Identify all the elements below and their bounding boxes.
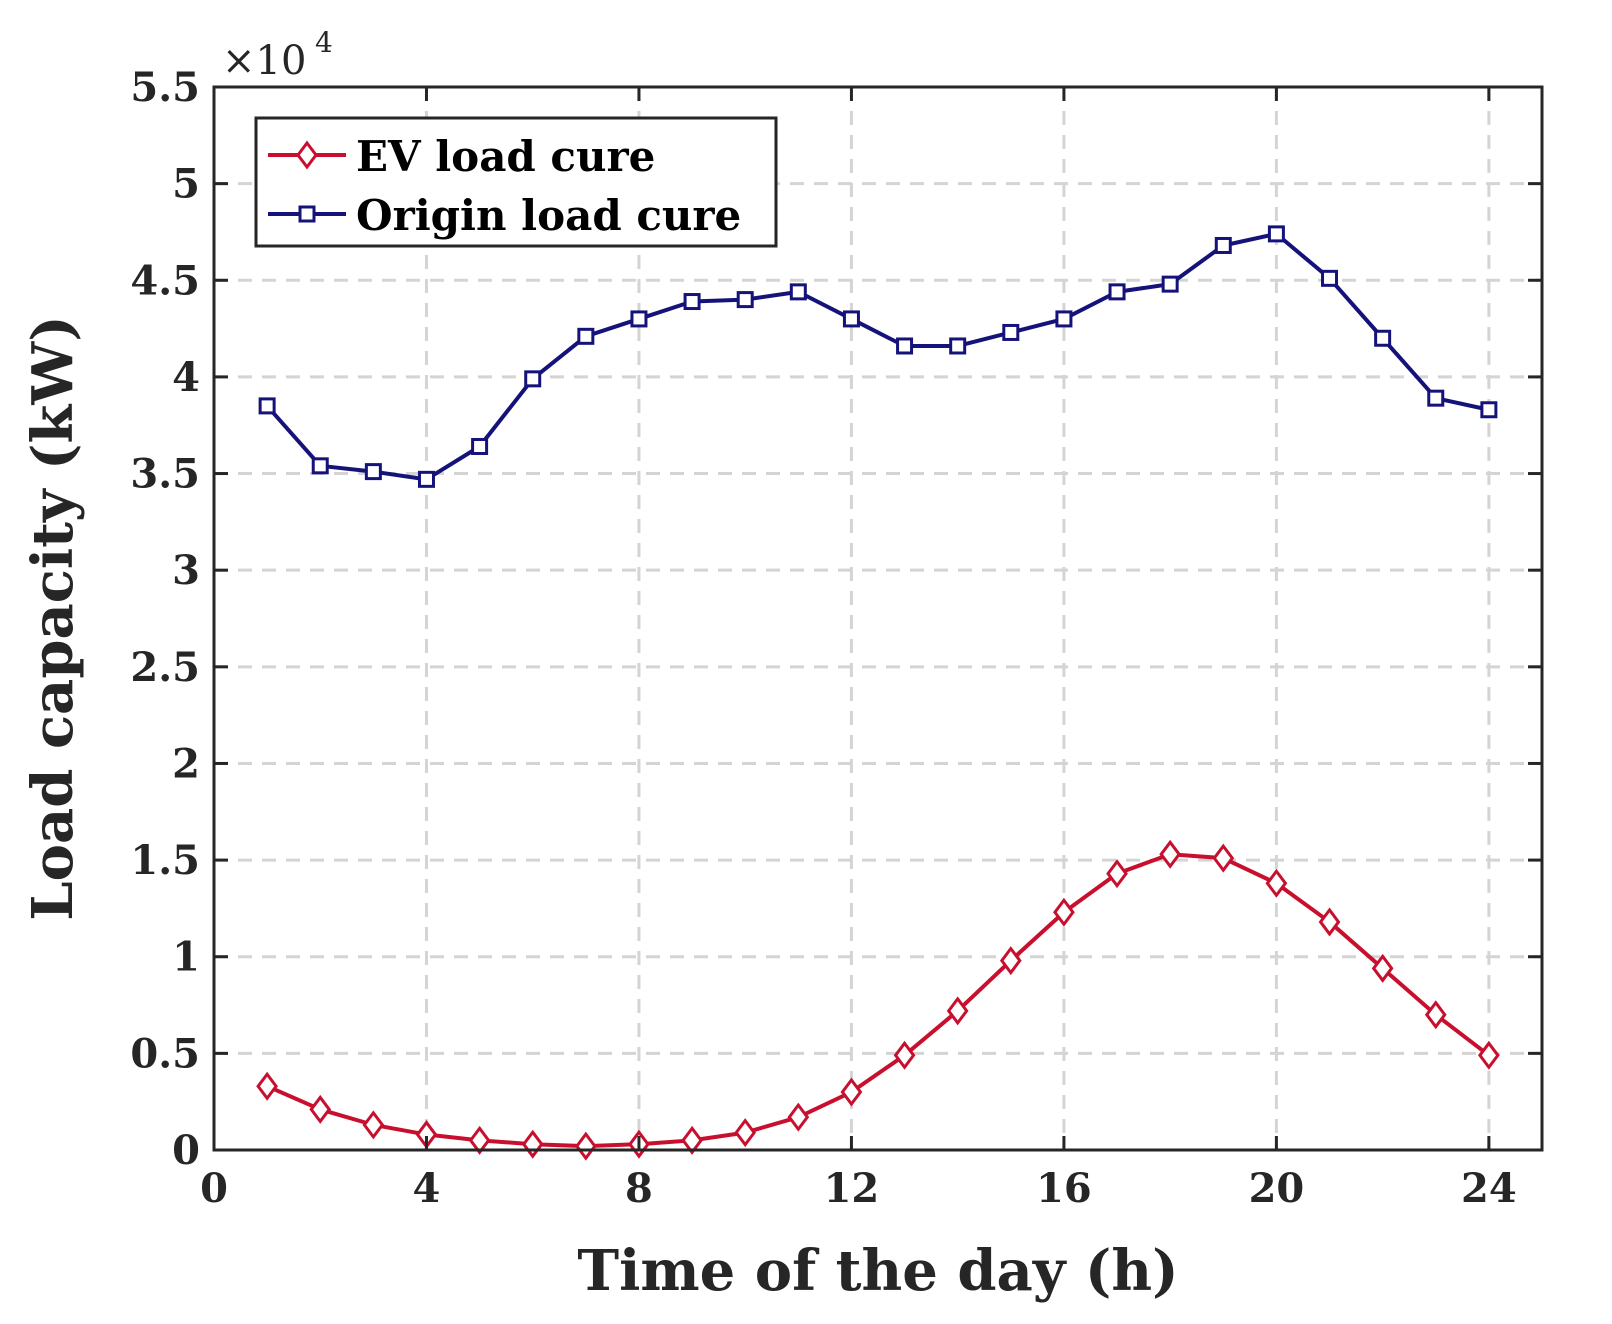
series-layer bbox=[256, 225, 1500, 1161]
y-tick-label: 5 bbox=[172, 161, 200, 208]
data-point bbox=[896, 337, 914, 355]
y-tick-label: 0.5 bbox=[130, 1030, 200, 1077]
x-tick-label: 16 bbox=[1036, 1165, 1092, 1212]
y-tick-label: 4.5 bbox=[130, 257, 200, 304]
x-tick-label: 8 bbox=[625, 1165, 653, 1212]
data-point bbox=[1053, 897, 1075, 927]
data-point bbox=[1212, 843, 1235, 873]
data-point bbox=[1108, 283, 1126, 301]
data-point bbox=[999, 946, 1022, 976]
legend-label-origin: Origin load cure bbox=[356, 191, 741, 240]
data-point bbox=[1371, 953, 1394, 983]
series-ev-load bbox=[256, 839, 1500, 1161]
data-point bbox=[1318, 907, 1341, 937]
y-tick-label: 1 bbox=[172, 934, 200, 981]
y-exponent-power: 4 bbox=[315, 26, 333, 59]
x-axis-title: Time of the day (h) bbox=[577, 1238, 1178, 1304]
data-point bbox=[574, 1131, 597, 1161]
x-tick-label: 20 bbox=[1249, 1165, 1305, 1212]
data-point bbox=[630, 310, 648, 328]
x-tick-label: 24 bbox=[1461, 1165, 1517, 1212]
data-point bbox=[1424, 1000, 1447, 1030]
data-point bbox=[1321, 269, 1339, 287]
legend-box bbox=[254, 116, 778, 248]
y-tick-label: 2.5 bbox=[130, 644, 200, 691]
plot-area bbox=[214, 87, 1542, 1150]
data-point bbox=[1161, 275, 1179, 293]
y-exponent-label: ×10 4 bbox=[222, 26, 333, 84]
x-tick-label: 12 bbox=[824, 1165, 880, 1212]
data-point bbox=[364, 463, 382, 481]
data-point bbox=[949, 337, 967, 355]
data-point bbox=[787, 1102, 810, 1132]
y-tick-label: 5.5 bbox=[130, 64, 200, 111]
data-point bbox=[734, 1118, 757, 1148]
data-point bbox=[1002, 323, 1020, 341]
data-point bbox=[840, 1077, 863, 1107]
y-tick-label: 4 bbox=[172, 354, 200, 401]
x-tick-label: 4 bbox=[413, 1165, 441, 1212]
y-exponent-base: ×10 bbox=[222, 38, 306, 84]
data-point bbox=[1478, 1040, 1500, 1070]
data-point bbox=[256, 1071, 278, 1101]
data-point bbox=[736, 291, 754, 309]
data-point bbox=[309, 1094, 332, 1124]
data-point bbox=[1427, 389, 1445, 407]
y-tick-label: 3 bbox=[172, 547, 200, 594]
data-point bbox=[1374, 329, 1392, 347]
legend: EV load cure Origin load cure bbox=[254, 116, 778, 248]
legend-diamond-icon bbox=[296, 140, 318, 170]
data-point bbox=[1267, 225, 1285, 243]
data-point bbox=[577, 327, 595, 345]
data-point bbox=[1055, 310, 1073, 328]
data-point bbox=[311, 457, 329, 475]
data-point bbox=[683, 293, 701, 311]
data-point bbox=[1106, 859, 1128, 889]
x-tick-label: 0 bbox=[200, 1165, 228, 1212]
data-point bbox=[1480, 401, 1498, 419]
data-point bbox=[524, 370, 542, 388]
legend-marker-origin bbox=[298, 205, 316, 223]
data-point bbox=[789, 283, 807, 301]
data-point bbox=[417, 470, 435, 488]
data-point bbox=[842, 310, 860, 328]
data-point bbox=[362, 1110, 385, 1140]
y-tick-label: 1.5 bbox=[130, 837, 200, 884]
legend-label-ev: EV load cure bbox=[356, 132, 655, 181]
legend-marker-ev bbox=[296, 140, 318, 170]
series-origin-load bbox=[258, 225, 1498, 488]
data-point bbox=[681, 1125, 703, 1155]
data-point bbox=[258, 397, 276, 415]
y-tick-label: 0 bbox=[172, 1127, 200, 1174]
data-point bbox=[1265, 868, 1288, 898]
axes-box bbox=[212, 85, 1544, 1152]
y-tick-label: 2 bbox=[172, 740, 200, 787]
data-point bbox=[893, 1040, 916, 1070]
tick-labels: 0 4 8 12 16 20 24 0 0.5 1 1.5 2 2.5 3 3.5 4 4.5 5 5.5 bbox=[130, 64, 1516, 1212]
data-point bbox=[946, 996, 969, 1026]
series-line bbox=[265, 231, 1490, 482]
y-tick-label: 3.5 bbox=[130, 451, 200, 498]
data-point bbox=[1214, 236, 1232, 254]
y-axis-title: Load capacity (kW) bbox=[20, 315, 86, 920]
axes bbox=[212, 85, 1544, 1152]
data-point bbox=[1159, 839, 1182, 869]
legend-square-icon bbox=[298, 205, 316, 223]
data-point bbox=[468, 1125, 491, 1155]
data-point bbox=[471, 437, 489, 455]
